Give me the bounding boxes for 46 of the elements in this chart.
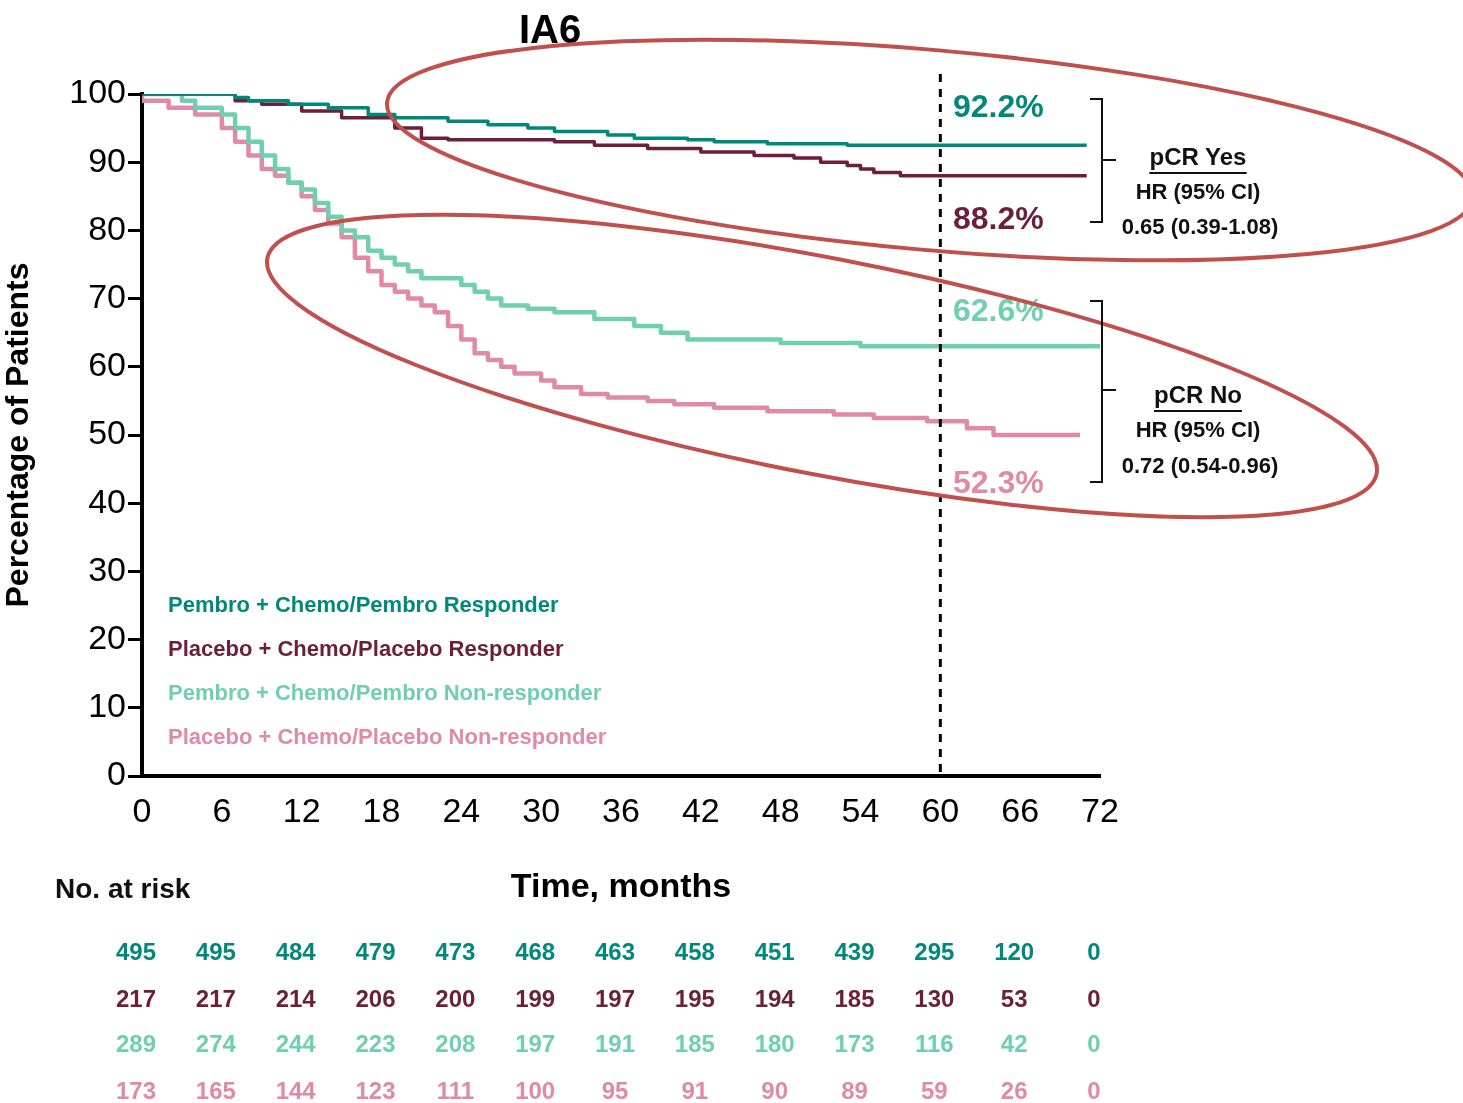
x-tick-label: 30 [522,790,561,829]
text: HR (95% CI) [1135,417,1261,443]
y-tick-label: 60 [88,345,126,384]
text: 0.72 (0.54-0.96) [1121,453,1279,479]
text: HR (95% CI) [1135,179,1261,205]
text: 217 217 214 206 200 199 197 195 194 185 130 53 0 [115,984,1101,1012]
x-tick-label: 72 [1081,790,1119,829]
text: pCR No [1154,380,1242,408]
annotation: 92.2% [953,87,1044,124]
text: Placebo + Chemo/Placebo Non-responder [168,724,607,751]
text: 495 495 484 479 473 468 463 458 451 439 295 120 0 [115,937,1101,965]
y-tick-label: 30 [88,549,126,588]
x-tick-label: 60 [921,790,960,829]
text: 173 165 144 123 111 100 95 91 90 89 59 26 0 [115,1076,1101,1103]
y-tick-label: 10 [88,686,126,725]
x-tick-label: 48 [761,790,800,829]
y-tick-label: 20 [88,617,126,656]
x-tick-label: 54 [841,790,880,829]
annotation: 88.2% [953,199,1044,236]
text: 0.65 (0.39-1.08) [1121,214,1279,240]
x-tick-label: 36 [602,790,640,829]
text: 289 274 244 223 208 197 191 185 180 173 116 42 0 [115,1029,1101,1057]
y-tick-label: 40 [88,481,126,520]
y-tick-label: 70 [88,276,126,315]
x-tick-label: 42 [681,790,720,829]
annotation: 52.3% [953,463,1044,500]
y-tick-label: 90 [88,140,126,179]
annotation: 62.6% [953,291,1044,328]
y-tick-label: 100 [69,72,126,111]
x-tick-label: 18 [362,790,401,829]
y-axis-title: Percentage of Patients [0,262,36,608]
x-tick-label: 12 [282,790,321,829]
y-tick-label: 80 [88,208,126,247]
x-tick-label: 24 [442,790,481,829]
y-tick-label: 50 [88,413,126,452]
x-tick-label: 6 [212,790,232,829]
y-tick-label: 0 [107,754,126,793]
x-tick-label: 0 [132,790,152,829]
text: pCR Yes [1149,142,1247,170]
text: No. at risk [55,872,191,904]
chart-title: IA6 [518,7,582,52]
text: Placebo + Chemo/Placebo Responder [168,636,565,663]
x-axis-title: Time, months [510,865,732,904]
x-tick-label: 66 [1001,790,1040,829]
text: Pembro + Chemo/Pembro Non-responder [168,680,603,707]
text: Pembro + Chemo/Pembro Responder [168,592,560,619]
